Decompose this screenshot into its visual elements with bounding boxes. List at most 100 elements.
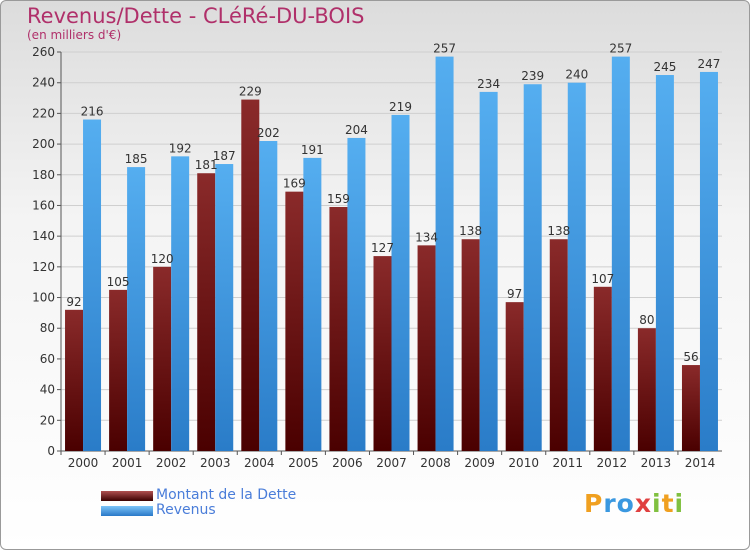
bar-dette <box>461 239 480 451</box>
data-label: 181 <box>195 158 218 172</box>
y-tick-label: 80 <box>40 321 55 335</box>
bar-revenus <box>523 84 542 451</box>
data-label: 219 <box>389 100 412 114</box>
data-label: 187 <box>213 149 236 163</box>
bar-revenus <box>479 91 498 452</box>
bar-dette <box>241 99 260 452</box>
y-tick-label: 160 <box>32 198 55 212</box>
y-tick-label: 40 <box>40 383 55 397</box>
data-label: 202 <box>257 126 280 140</box>
x-tick-label: 2008 <box>420 456 451 470</box>
bar-dette <box>637 328 656 451</box>
bar-dette <box>153 266 172 451</box>
chart-subtitle: (en milliers d'€) <box>27 28 122 42</box>
x-tick-label: 2014 <box>685 456 716 470</box>
x-tick-label: 2006 <box>332 456 363 470</box>
data-label: 159 <box>327 192 350 206</box>
y-tick-label: 60 <box>40 352 55 366</box>
x-tick-label: 2007 <box>376 456 407 470</box>
data-label: 216 <box>81 105 104 119</box>
data-label: 107 <box>591 272 614 286</box>
y-tick-label: 140 <box>32 229 55 243</box>
bar-dette <box>549 239 568 451</box>
y-tick-label: 220 <box>32 106 55 120</box>
legend-swatch-revenus <box>101 506 153 516</box>
logo-letter: x <box>634 489 652 518</box>
bar-revenus <box>347 137 366 451</box>
x-tick-label: 2010 <box>508 456 539 470</box>
chart-title: Revenus/Dette - CLéRé-DU-BOIS <box>27 4 365 28</box>
bar-revenus <box>127 167 146 451</box>
data-label: 191 <box>301 143 324 157</box>
legend-swatch-dette <box>101 491 153 501</box>
x-tick-label: 2011 <box>552 456 583 470</box>
data-label: 56 <box>683 350 698 364</box>
logo-letter: o <box>616 489 635 518</box>
y-tick-label: 240 <box>32 76 55 90</box>
logo-letter: P <box>584 489 604 518</box>
bar-dette <box>285 191 304 451</box>
data-label: 185 <box>125 152 148 166</box>
data-label: 127 <box>371 241 394 255</box>
bar-revenus <box>567 82 586 451</box>
logo-letter: r <box>603 489 617 518</box>
data-label: 204 <box>345 123 368 137</box>
data-label: 192 <box>169 141 192 155</box>
bar-chart: 0 20 40 60 80 100 120 140 160 180 200 220 240 260 2000… <box>32 42 722 470</box>
legend-label-revenus: Revenus <box>156 502 216 518</box>
x-tick-label: 2003 <box>200 456 231 470</box>
bar-dette <box>593 286 612 451</box>
data-label: 80 <box>639 313 654 327</box>
x-tick-label: 2000 <box>68 456 99 470</box>
bar-revenus <box>655 75 674 452</box>
bar-revenus <box>83 119 102 452</box>
x-tick-label: 2009 <box>464 456 495 470</box>
data-label: 234 <box>477 77 500 91</box>
data-label: 239 <box>521 69 544 83</box>
data-label: 257 <box>433 42 456 56</box>
x-tick-label: 2013 <box>641 456 672 470</box>
bar-dette <box>505 302 524 451</box>
x-tick-label: 2012 <box>597 456 628 470</box>
x-tick-label: 2002 <box>156 456 187 470</box>
logo-letter: i <box>652 489 662 518</box>
y-tick-label: 200 <box>32 137 55 151</box>
bar-dette <box>373 256 392 451</box>
bar-revenus <box>611 56 630 451</box>
proxiti-logo: Proxiti <box>584 489 684 518</box>
data-label: 138 <box>547 224 570 238</box>
x-tick-label: 2005 <box>288 456 319 470</box>
data-label: 134 <box>415 230 438 244</box>
data-label: 229 <box>239 85 262 99</box>
data-label: 92 <box>66 295 81 309</box>
bar-dette <box>197 173 216 451</box>
logo-letter: i <box>674 489 685 518</box>
data-label: 120 <box>151 252 174 266</box>
y-tick-label: 180 <box>32 168 55 182</box>
data-label: 240 <box>565 68 588 82</box>
legend-label-dette: Montant de la Dette <box>156 487 297 503</box>
bar-dette <box>65 309 84 451</box>
bar-revenus <box>215 164 234 451</box>
bar-dette <box>417 245 436 451</box>
bar-dette <box>329 206 348 451</box>
y-tick-label: 100 <box>32 291 55 305</box>
bar-revenus <box>303 157 322 451</box>
bar-revenus <box>171 156 190 451</box>
data-label: 247 <box>698 57 721 71</box>
bar-revenus <box>259 141 278 451</box>
data-label: 138 <box>459 224 482 238</box>
data-label: 169 <box>283 177 306 191</box>
y-tick-label: 120 <box>32 260 55 274</box>
x-tick-label: 2001 <box>112 456 143 470</box>
bar-dette <box>109 289 128 451</box>
bar-revenus <box>435 56 454 451</box>
y-tick-label: 0 <box>47 444 55 458</box>
data-label: 257 <box>609 42 632 56</box>
bar-dette <box>681 365 700 451</box>
y-tick-label: 260 <box>32 45 55 59</box>
y-tick-label: 20 <box>40 413 55 427</box>
x-tick-label: 2004 <box>244 456 275 470</box>
data-label: 97 <box>507 287 522 301</box>
